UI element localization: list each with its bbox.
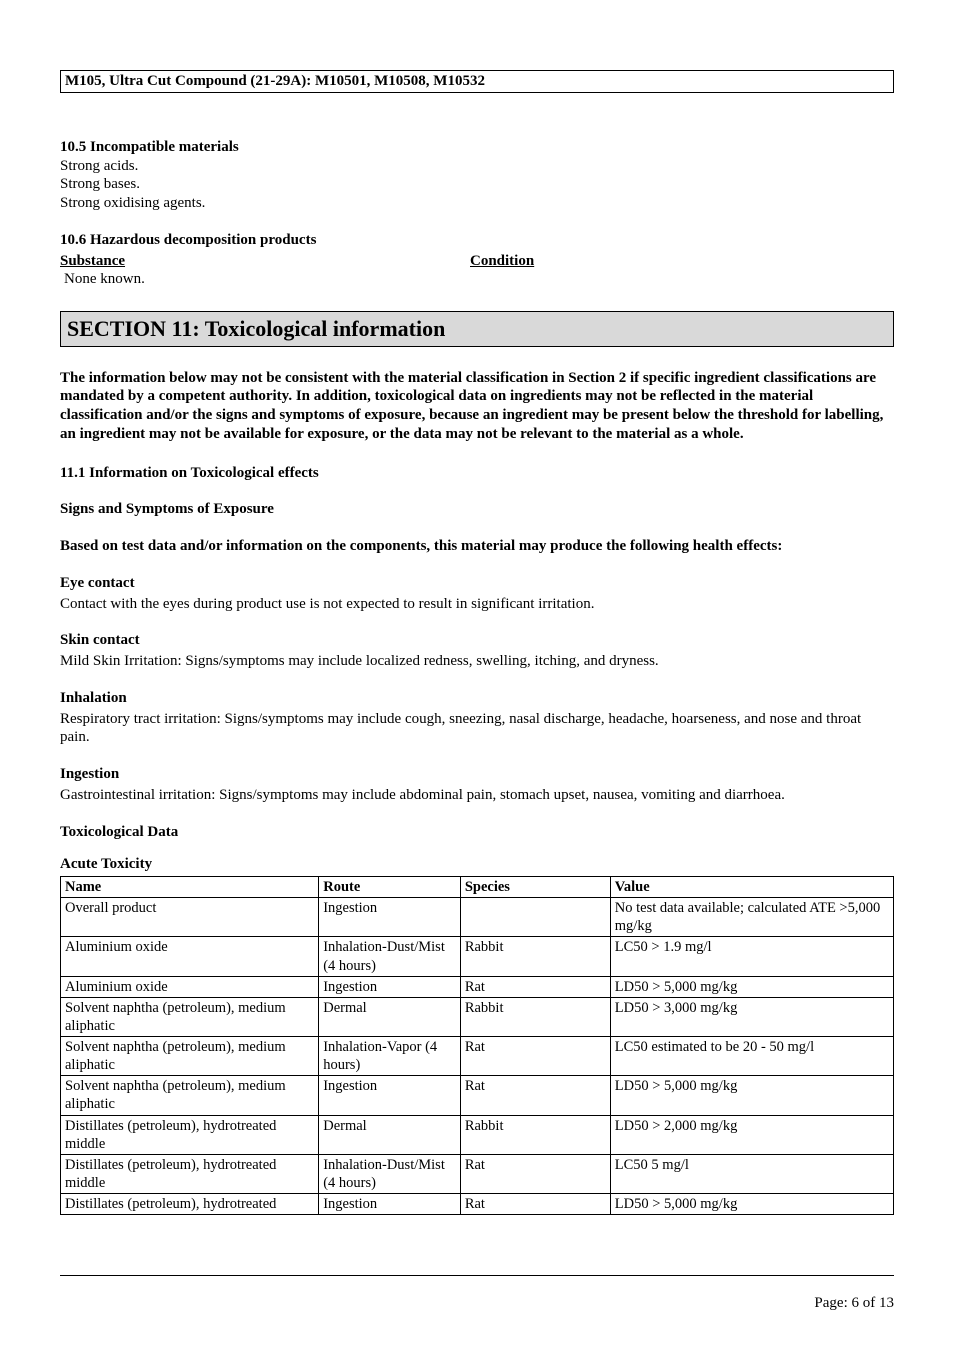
table-cell: LD50 > 2,000 mg/kg [610,1115,893,1154]
decomp-none: None known. [60,270,894,289]
table-cell: LD50 > 5,000 mg/kg [610,976,893,997]
skin-text: Mild Skin Irritation: Signs/symptoms may… [60,652,894,671]
table-cell: LC50 estimated to be 20 - 50 mg/l [610,1037,893,1076]
table-cell: Dermal [319,997,461,1036]
incompat-line-2: Strong bases. [60,175,894,194]
table-cell: Distillates (petroleum), hydrotreated mi… [61,1115,319,1154]
table-cell: Rabbit [460,937,610,976]
table-cell: Ingestion [319,1076,461,1115]
table-cell [460,898,610,937]
table-row: Aluminium oxideInhalation-Dust/Mist (4 h… [61,937,894,976]
table-cell: Distillates (petroleum), hydrotreated [61,1194,319,1215]
table-cell: Rat [460,976,610,997]
table-cell: Solvent naphtha (petroleum), medium alip… [61,1076,319,1115]
table-cell: Distillates (petroleum), hydrotreated mi… [61,1154,319,1193]
substance-label: Substance [60,252,470,271]
table-cell: Rat [460,1194,610,1215]
signs-heading: Signs and Symptoms of Exposure [60,500,894,519]
toxdata-heading: Toxicological Data [60,823,894,842]
document-header: M105, Ultra Cut Compound (21-29A): M1050… [60,70,894,93]
header-title: M105, Ultra Cut Compound (21-29A): M1050… [65,73,485,89]
table-cell: Inhalation-Vapor (4 hours) [319,1037,461,1076]
section-11-disclaimer: The information below may not be consist… [60,369,894,444]
table-cell: Aluminium oxide [61,976,319,997]
table-row: Distillates (petroleum), hydrotreatedIng… [61,1194,894,1215]
table-row: Distillates (petroleum), hydrotreated mi… [61,1154,894,1193]
table-row: Overall productIngestion No test data ava… [61,898,894,937]
th-name: Name [61,877,319,898]
based-on-text: Based on test data and/or information on… [60,537,894,556]
incompat-line-1: Strong acids. [60,157,894,176]
table-row: Solvent naphtha (petroleum), medium alip… [61,1076,894,1115]
heading-11-1: 11.1 Information on Toxicological effect… [60,464,894,483]
table-cell: Overall product [61,898,319,937]
table-cell: Solvent naphtha (petroleum), medium alip… [61,997,319,1036]
table-cell: Rabbit [460,1115,610,1154]
table-cell: LC50 > 1.9 mg/l [610,937,893,976]
th-species: Species [460,877,610,898]
table-cell: Dermal [319,1115,461,1154]
table-cell: Rat [460,1076,610,1115]
table-cell: Ingestion [319,976,461,997]
table-row: Distillates (petroleum), hydrotreated mi… [61,1115,894,1154]
table-header-row: Name Route Species Value [61,877,894,898]
eye-heading: Eye contact [60,574,894,593]
incompat-line-3: Strong oxidising agents. [60,194,894,213]
table-cell: No test data available; calculated ATE >… [610,898,893,937]
table-cell: Aluminium oxide [61,937,319,976]
table-row: Solvent naphtha (petroleum), medium alip… [61,1037,894,1076]
table-cell: LC50 5 mg/l [610,1154,893,1193]
table-row: Solvent naphtha (petroleum), medium alip… [61,997,894,1036]
table-cell: Rat [460,1037,610,1076]
eye-text: Contact with the eyes during product use… [60,595,894,614]
table-row: Aluminium oxideIngestionRatLD50 > 5,000 … [61,976,894,997]
table-cell: LD50 > 5,000 mg/kg [610,1194,893,1215]
page-number: Page: 6 of 13 [60,1294,894,1313]
table-cell: Rabbit [460,997,610,1036]
acute-toxicity-table: Name Route Species Value Overall product… [60,876,894,1215]
footer-divider [60,1275,894,1276]
table-cell: Inhalation-Dust/Mist (4 hours) [319,937,461,976]
inhalation-heading: Inhalation [60,689,894,708]
table-cell: LD50 > 5,000 mg/kg [610,1076,893,1115]
th-value: Value [610,877,893,898]
heading-10-5: 10.5 Incompatible materials [60,138,894,157]
skin-heading: Skin contact [60,631,894,650]
th-route: Route [319,877,461,898]
condition-label: Condition [470,252,534,271]
ingestion-heading: Ingestion [60,765,894,784]
table-cell: LD50 > 3,000 mg/kg [610,997,893,1036]
table-cell: Solvent naphtha (petroleum), medium alip… [61,1037,319,1076]
table-cell: Ingestion [319,1194,461,1215]
section-11-title: SECTION 11: Toxicological information [60,311,894,347]
table-cell: Rat [460,1154,610,1193]
inhalation-text: Respiratory tract irritation: Signs/symp… [60,710,894,748]
ingestion-text: Gastrointestinal irritation: Signs/sympt… [60,786,894,805]
decomp-header-row: Substance Condition [60,252,894,271]
acute-heading: Acute Toxicity [60,855,894,874]
table-cell: Ingestion [319,898,461,937]
table-cell: Inhalation-Dust/Mist (4 hours) [319,1154,461,1193]
heading-10-6: 10.6 Hazardous decomposition products [60,231,894,250]
